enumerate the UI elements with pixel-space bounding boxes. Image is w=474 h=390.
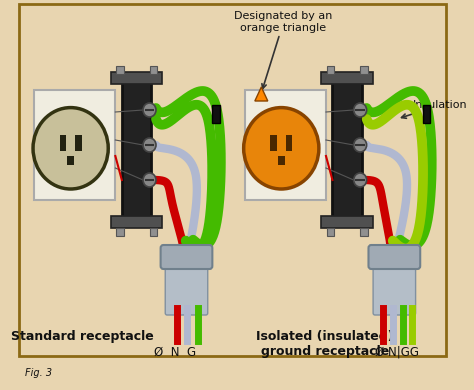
FancyBboxPatch shape: [368, 245, 420, 269]
Bar: [116, 228, 124, 236]
Text: Standard receptacle: Standard receptacle: [11, 330, 154, 343]
Circle shape: [143, 173, 156, 187]
Bar: [360, 66, 367, 74]
Circle shape: [354, 103, 366, 117]
Circle shape: [354, 138, 366, 152]
Bar: [34, 90, 115, 200]
Bar: [111, 72, 163, 84]
Text: Ø N|GG: Ø N|GG: [375, 346, 419, 359]
FancyBboxPatch shape: [373, 258, 416, 315]
Bar: [116, 66, 124, 74]
FancyBboxPatch shape: [161, 245, 212, 269]
Bar: [286, 135, 292, 151]
Circle shape: [33, 108, 108, 189]
Bar: [245, 90, 326, 200]
Bar: [75, 135, 82, 151]
Bar: [149, 228, 157, 236]
Text: Designated by an
orange triangle: Designated by an orange triangle: [234, 11, 333, 89]
Text: Isolated (insulated)
ground receptacle: Isolated (insulated) ground receptacle: [256, 330, 394, 358]
Bar: [60, 135, 66, 151]
Text: Ø  N  G: Ø N G: [155, 346, 196, 359]
Bar: [321, 216, 373, 228]
Bar: [327, 66, 334, 74]
Circle shape: [354, 173, 366, 187]
Bar: [270, 135, 277, 151]
Bar: [149, 66, 157, 74]
Bar: [360, 228, 367, 236]
Bar: [321, 72, 373, 84]
Polygon shape: [255, 87, 268, 101]
Bar: [332, 80, 362, 220]
Circle shape: [244, 108, 319, 189]
FancyBboxPatch shape: [165, 258, 208, 315]
Bar: [278, 156, 285, 165]
Bar: [122, 80, 151, 220]
Text: Insulation: Insulation: [401, 100, 467, 118]
Bar: [111, 216, 163, 228]
Bar: [327, 228, 334, 236]
Text: Fig. 3: Fig. 3: [25, 368, 58, 378]
Circle shape: [143, 138, 156, 152]
Bar: [212, 105, 220, 123]
Bar: [423, 105, 430, 123]
Circle shape: [143, 103, 156, 117]
Bar: [67, 156, 74, 165]
